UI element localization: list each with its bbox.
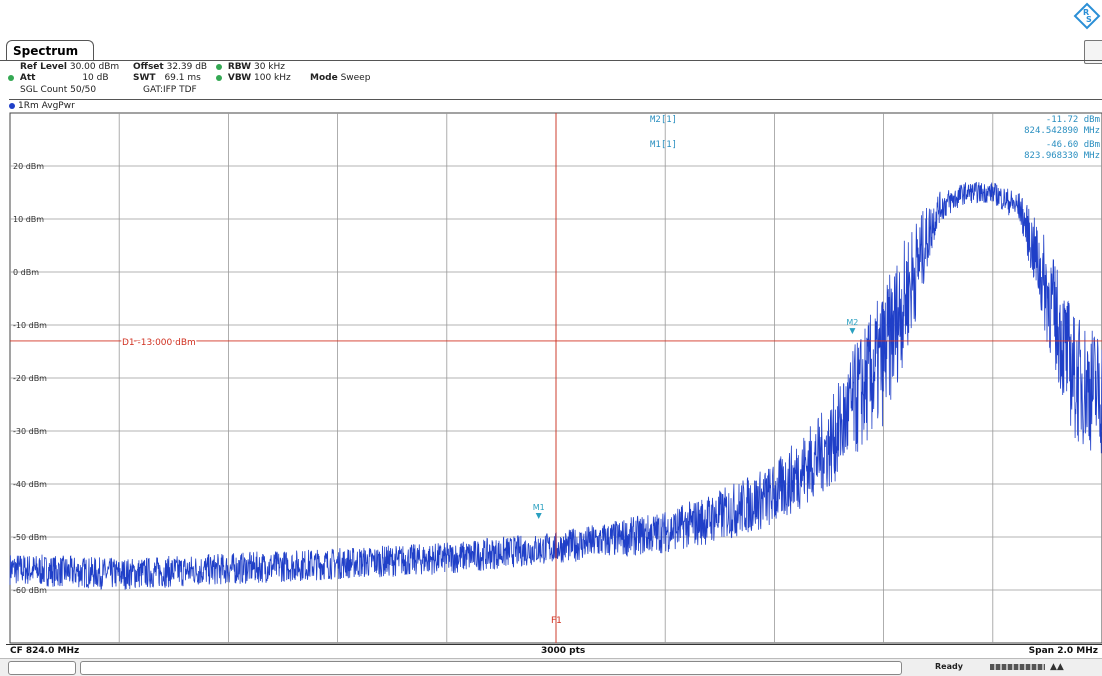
trace-info: 1Rm AvgPwr	[9, 99, 1102, 111]
swt-label: SWT	[133, 73, 156, 83]
offset-label: Offset	[133, 62, 164, 72]
att-coupled-icon	[8, 74, 14, 81]
m2-level: -11.72 dBm	[1046, 115, 1100, 125]
vbw-label: VBW	[227, 73, 252, 83]
marker-table: M2[1] -11.72 dBm 824.542890 MHz M1[1] -4…	[650, 115, 1100, 161]
ref-level-value: 30.00 dBm	[69, 62, 120, 72]
network-icon: ▲▲	[1050, 662, 1064, 672]
rbw-setting[interactable]: RBW 30 kHz	[216, 62, 285, 72]
mode-value: Sweep	[340, 73, 371, 83]
display-line-label: D1 -13.000 dBm	[122, 338, 196, 348]
vbw-coupled-icon	[216, 74, 222, 81]
tab-spectrum[interactable]: Spectrum	[6, 40, 94, 60]
center-frequency[interactable]: CF 824.0 MHz	[10, 646, 80, 656]
rohde-schwarz-logo-icon: R S	[1073, 2, 1101, 36]
status-bar: Ready ▲▲	[0, 658, 1102, 676]
sgl-count: SGL Count 50/50	[20, 85, 97, 95]
offset-setting[interactable]: Offset 32.39 dB	[133, 62, 207, 72]
tab-spectrum-label: Spectrum	[13, 44, 79, 58]
marker-m2-icon[interactable]	[849, 328, 856, 335]
ref-level-setting[interactable]: Ref Level 30.00 dBm	[20, 62, 119, 72]
trace-label: 1Rm AvgPwr	[18, 101, 75, 111]
y-axis-labels: 20 dBm 10 dBm 0 dBm -10 dBm -20 dBm -30 dBm -4…	[13, 162, 47, 595]
y-tick-label: -20 dBm	[13, 374, 47, 383]
softkey-toggle-button[interactable]	[1084, 40, 1102, 64]
offset-value: 32.39 dB	[166, 62, 208, 72]
y-tick-label: -30 dBm	[13, 427, 47, 436]
att-value: 10 dB	[82, 73, 109, 83]
svg-text:R: R	[1083, 8, 1089, 17]
trace-color-icon	[9, 102, 15, 109]
m1-frequency: 823.968330 MHz	[1024, 151, 1100, 161]
y-tick-label: -60 dBm	[13, 586, 47, 595]
vbw-setting[interactable]: VBW 100 kHz	[216, 73, 291, 83]
swt-value: 69.1 ms	[164, 73, 201, 83]
y-tick-label: -40 dBm	[13, 480, 47, 489]
footer-bar: CF 824.0 MHz 3000 pts Span 2.0 MHz	[6, 644, 1102, 658]
y-tick-label: 10 dBm	[13, 215, 44, 224]
y-tick-label: 0 dBm	[13, 268, 39, 277]
rbw-label: RBW	[227, 62, 252, 72]
gating-status: GAT:IFP TDF	[143, 85, 197, 95]
vbw-value: 100 kHz	[254, 73, 291, 83]
y-tick-label: 20 dBm	[13, 162, 44, 171]
rbw-coupled-icon	[216, 63, 222, 70]
m2-label: M2[1]	[650, 115, 677, 125]
mode-setting[interactable]: Mode Sweep	[310, 73, 370, 83]
marker-m1-icon[interactable]	[535, 512, 542, 519]
att-label: Att	[19, 73, 36, 83]
rbw-value: 30 kHz	[253, 62, 286, 72]
swt-setting[interactable]: SWT 69.1 ms	[133, 73, 201, 83]
frequency-line-label: F1	[551, 616, 562, 626]
att-setting[interactable]: Att 10 dB	[8, 73, 109, 83]
status-message-field	[80, 661, 902, 675]
ref-level-label: Ref Level	[20, 62, 67, 72]
sweep-points: 3000 pts	[541, 646, 586, 656]
y-tick-label: -50 dBm	[13, 533, 47, 542]
mode-label: Mode	[310, 73, 338, 83]
marker-m1-label: M1	[533, 503, 545, 512]
span[interactable]: Span 2.0 MHz	[1028, 646, 1098, 656]
y-tick-label: -10 dBm	[13, 321, 47, 330]
m2-frequency: 824.542890 MHz	[1024, 126, 1100, 136]
marker-m2-label: M2	[846, 318, 858, 327]
markers: M1 M2	[533, 318, 858, 519]
status-field-left[interactable]	[8, 661, 76, 675]
m1-label: M1[1]	[650, 140, 677, 150]
svg-text:S: S	[1086, 15, 1092, 24]
sweep-progress-icon	[990, 664, 1045, 670]
header-divider	[0, 60, 1102, 61]
m1-level: -46.60 dBm	[1046, 140, 1100, 150]
status-ready: Ready	[935, 662, 963, 671]
